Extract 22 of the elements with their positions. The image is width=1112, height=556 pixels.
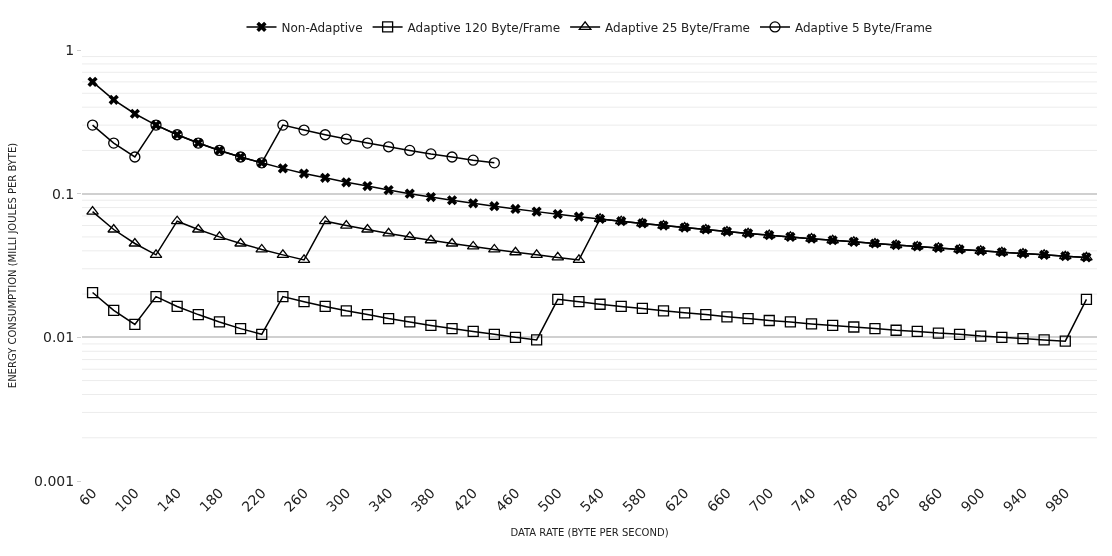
x-tick-label: 700 — [746, 484, 777, 515]
x-tick-label: 780 — [830, 484, 861, 515]
x-tick-label: 740 — [788, 484, 819, 515]
x-tick-label: 860 — [915, 484, 946, 515]
y-axis-title: ENERGY CONSUMPTION (MILLI JOULES PER BYTE) — [7, 142, 19, 389]
y-tick-label: 1 — [65, 41, 75, 58]
y-tick-label: 0.01 — [43, 329, 75, 346]
x-tick-label: 460 — [492, 484, 523, 515]
legend-label: Adaptive 25 Byte/Frame — [605, 20, 750, 35]
x-tick-label: 60 — [75, 484, 100, 509]
x-tick-label: 620 — [661, 484, 692, 515]
x-tick-label: 900 — [957, 484, 988, 515]
legend-label: Non-Adaptive — [281, 20, 363, 35]
x-tick-label: 660 — [703, 484, 735, 515]
legend-label: Adaptive 120 Byte/Frame — [407, 20, 561, 35]
x-tick-label: 340 — [365, 484, 396, 515]
legend-label: Adaptive 5 Byte/Frame — [794, 20, 933, 35]
x-tick-label: 820 — [872, 484, 904, 515]
y-tick-label: 0.1 — [51, 185, 75, 202]
y-tick-label: 0.001 — [34, 472, 75, 489]
x-axis-title: DATA RATE (BYTE PER SECOND) — [510, 527, 669, 539]
x-tick-label: 420 — [450, 484, 481, 515]
